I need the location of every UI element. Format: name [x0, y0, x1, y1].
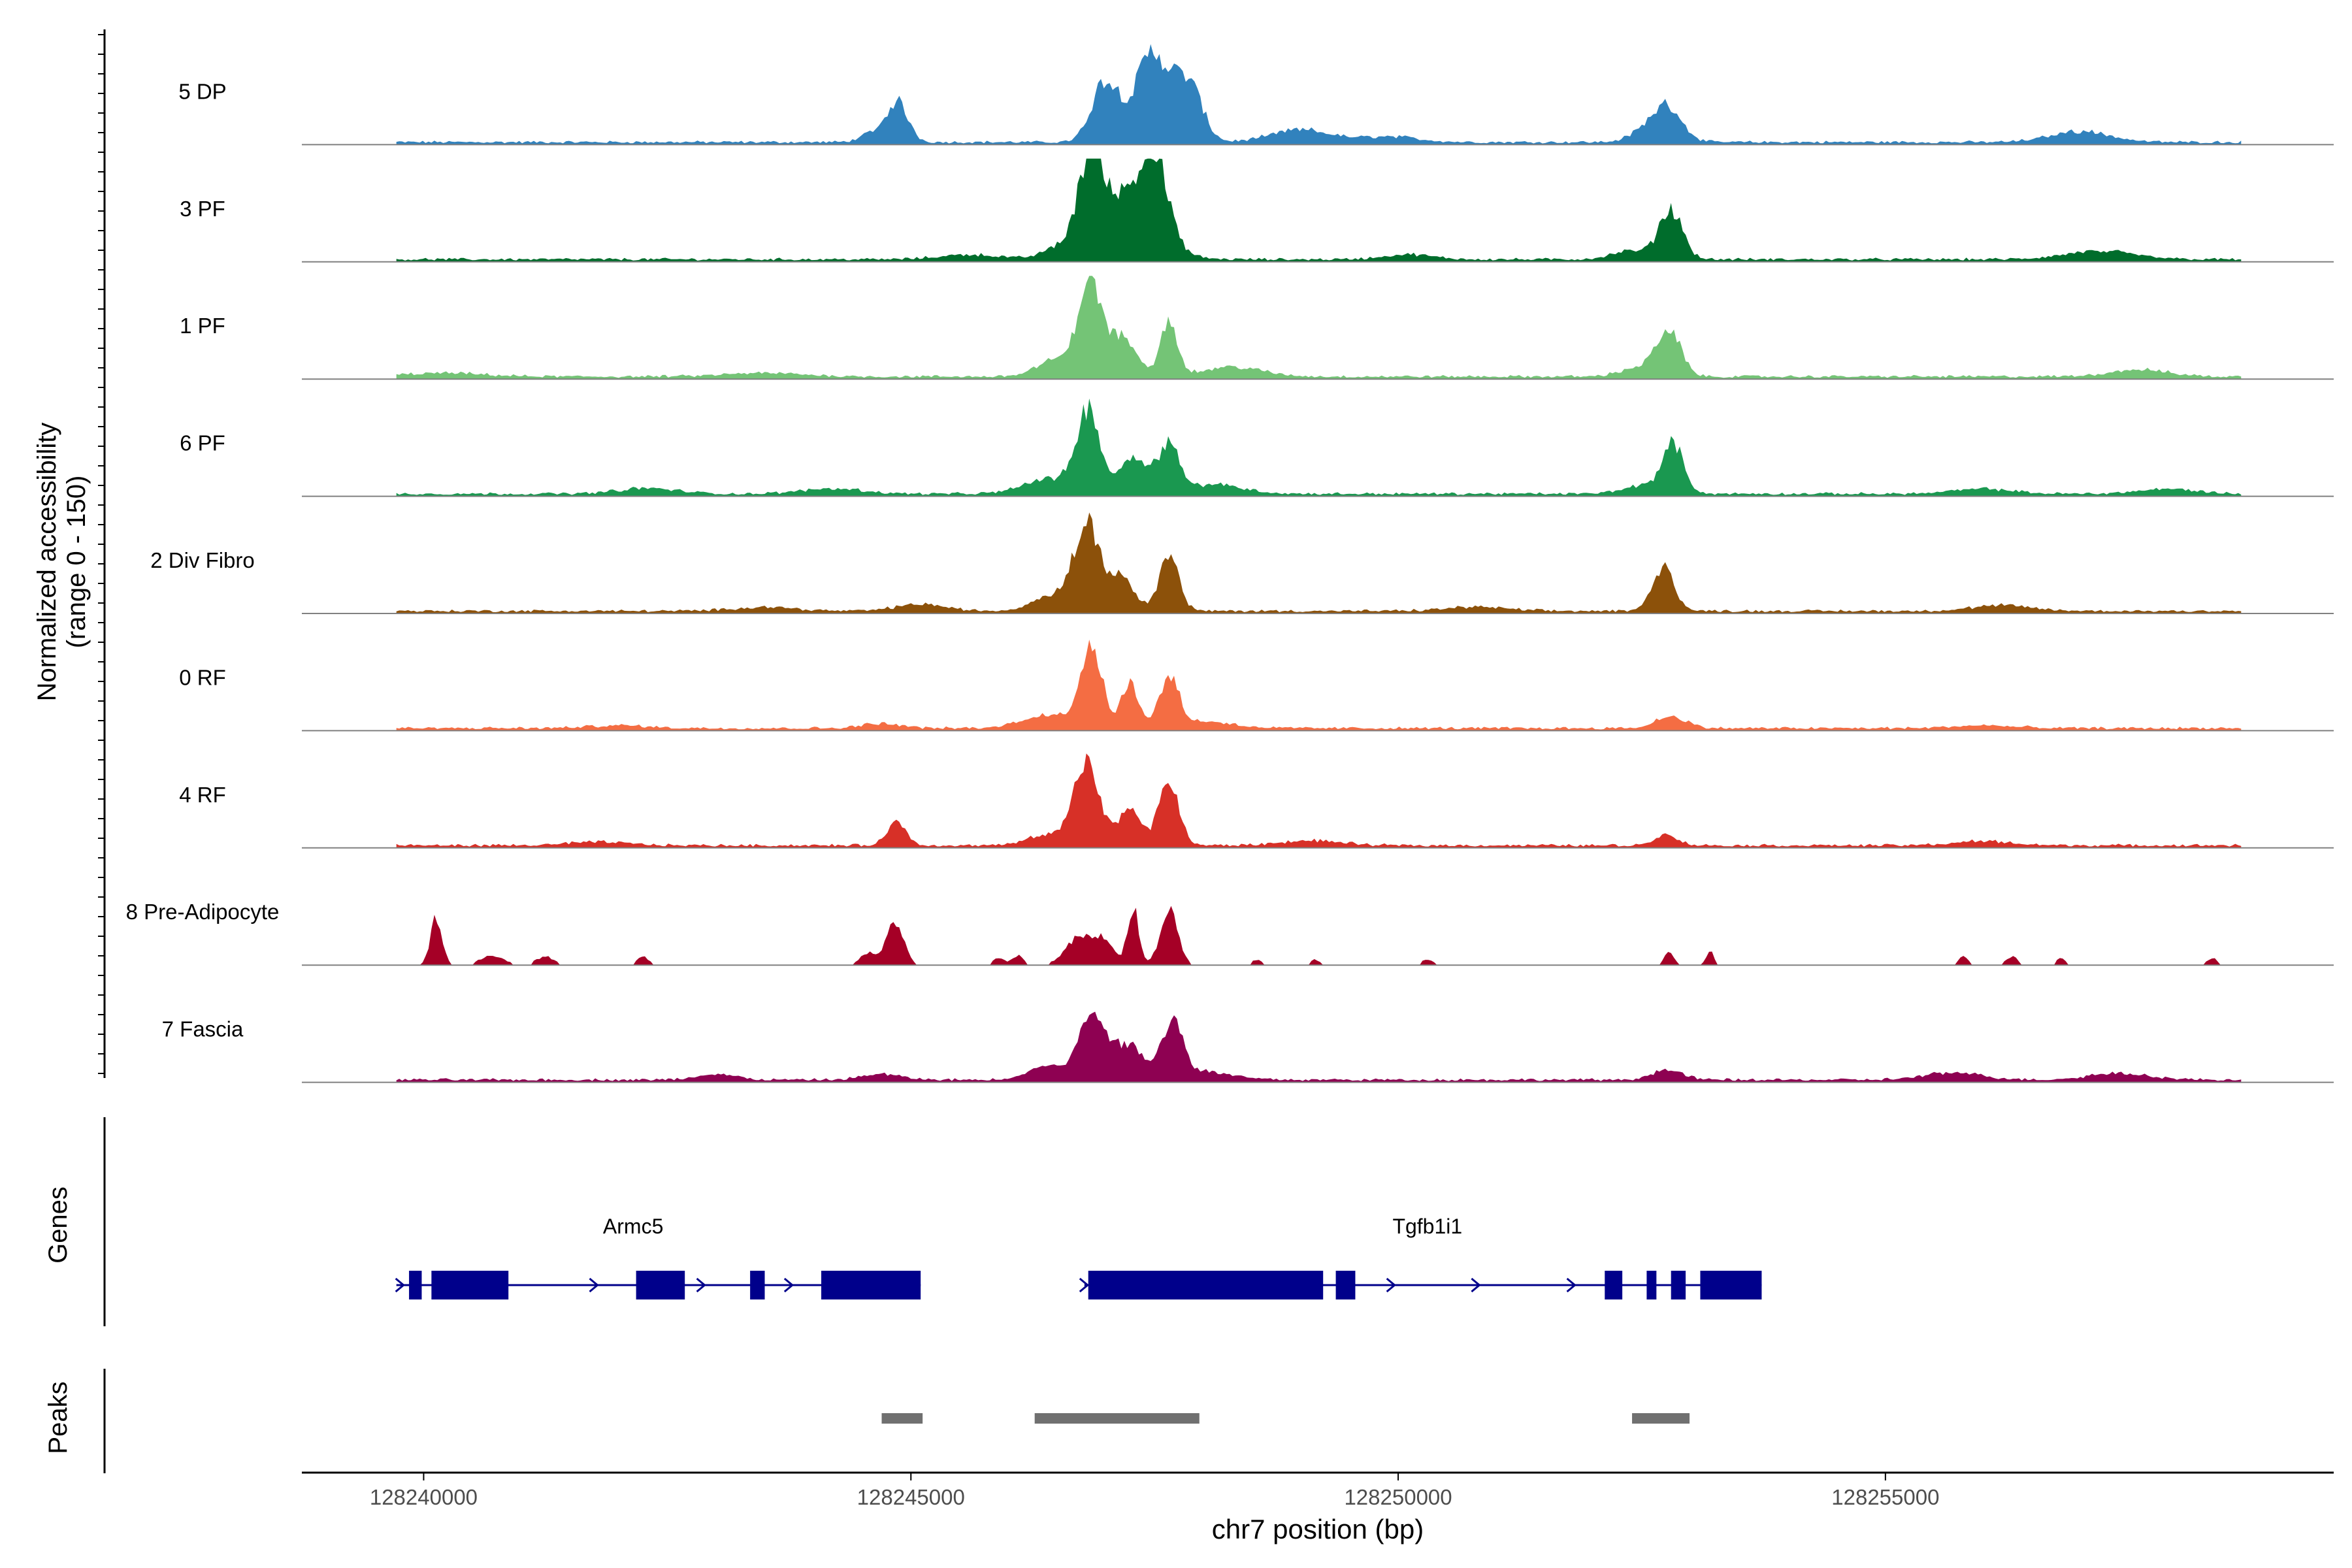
gene-exon	[409, 1271, 422, 1299]
gene-exon	[1646, 1271, 1657, 1299]
coverage-area	[396, 399, 2242, 497]
x-tick-label: 128245000	[857, 1485, 965, 1509]
gene-strand-arrow	[1673, 1277, 1684, 1293]
genes-panel-title: Genes	[44, 1186, 73, 1264]
gene-exon	[750, 1271, 765, 1299]
peaks-panel	[103, 1369, 1690, 1473]
x-tick-label: 128255000	[1831, 1485, 1939, 1509]
gene-exon	[1671, 1271, 1686, 1299]
gene-exon	[821, 1271, 921, 1299]
y-axis-label-line2: (range 0 - 150)	[62, 476, 91, 649]
track-label: 8 Pre-Adipocyte	[126, 900, 280, 924]
accessibility-axis	[98, 29, 106, 1078]
track-6-pf: 6 PF	[180, 399, 2334, 497]
y-axis-label-line1: Normalized accessibility	[33, 423, 61, 702]
gene-exon	[1605, 1271, 1623, 1299]
track-3-pf: 3 PF	[180, 158, 2334, 263]
gene-exon	[431, 1271, 509, 1299]
track-0-rf: 0 RF	[179, 640, 2334, 732]
gene-strand-arrow	[1566, 1277, 1576, 1293]
peak-region	[1034, 1413, 1200, 1424]
gene-strand-arrow	[395, 1277, 405, 1293]
x-tick-label: 128250000	[1344, 1485, 1452, 1509]
coverage-area	[396, 906, 2242, 966]
x-axis: 128240000 128245000 128250000 128255000	[302, 1471, 2334, 1509]
coverage-area	[396, 44, 2242, 145]
track-label: 5 DP	[178, 79, 226, 103]
gene-exon	[1700, 1271, 1762, 1299]
gene-strand-arrow	[589, 1277, 599, 1293]
gene-strand-arrow	[783, 1277, 794, 1293]
peak-region	[1632, 1413, 1690, 1424]
x-axis-label: chr7 position (bp)	[1212, 1514, 1424, 1544]
peaks-panel-title: Peaks	[44, 1381, 73, 1454]
gene-label: Armc5	[603, 1215, 663, 1238]
gene-tgfb1i1: Tgfb1i1	[1079, 1215, 1762, 1299]
coverage-area	[396, 276, 2242, 380]
x-tick-label: 128240000	[370, 1485, 478, 1509]
gene-exon	[636, 1271, 685, 1299]
track-label: 1 PF	[180, 314, 225, 338]
gene-exon	[1335, 1271, 1356, 1299]
track-1-pf: 1 PF	[180, 276, 2334, 380]
track-2-div-fibro: 2 Div Fibro	[150, 512, 2334, 614]
coverage-area	[396, 640, 2242, 731]
gene-label: Tgfb1i1	[1392, 1215, 1462, 1238]
gene-strand-arrow	[696, 1277, 706, 1293]
gene-armc5: Armc5	[395, 1215, 921, 1299]
track-8-pre-adipocyte: 8 Pre-Adipocyte	[126, 900, 2334, 966]
track-label: 0 RF	[179, 665, 226, 689]
coverage-area	[396, 1011, 2242, 1083]
gene-strand-arrow	[1079, 1277, 1090, 1293]
track-label: 7 Fascia	[162, 1017, 244, 1041]
coverage-tracks: 5 DP 3 PF 1 PF 6 PF 2 Div Fibro 0 RF 4 RF 8 Pre…	[126, 44, 2334, 1083]
track-7-fascia: 7 Fascia	[162, 1011, 2334, 1083]
track-label: 4 RF	[179, 783, 226, 807]
track-label: 2 Div Fibro	[150, 548, 255, 572]
gene-strand-arrow	[1386, 1277, 1396, 1293]
track-5-dp: 5 DP	[178, 44, 2334, 146]
coverage-area	[396, 512, 2242, 613]
gene-exon	[1088, 1271, 1324, 1299]
track-4-rf: 4 RF	[179, 753, 2334, 849]
coverage-area	[396, 753, 2242, 848]
peak-region	[881, 1413, 923, 1424]
track-label: 3 PF	[180, 197, 225, 221]
gene-strand-arrow	[1471, 1277, 1481, 1293]
genes-panel: Armc5 Tgfb1i1	[103, 1117, 1762, 1326]
coverage-area	[396, 158, 2242, 262]
track-label: 6 PF	[180, 431, 225, 455]
